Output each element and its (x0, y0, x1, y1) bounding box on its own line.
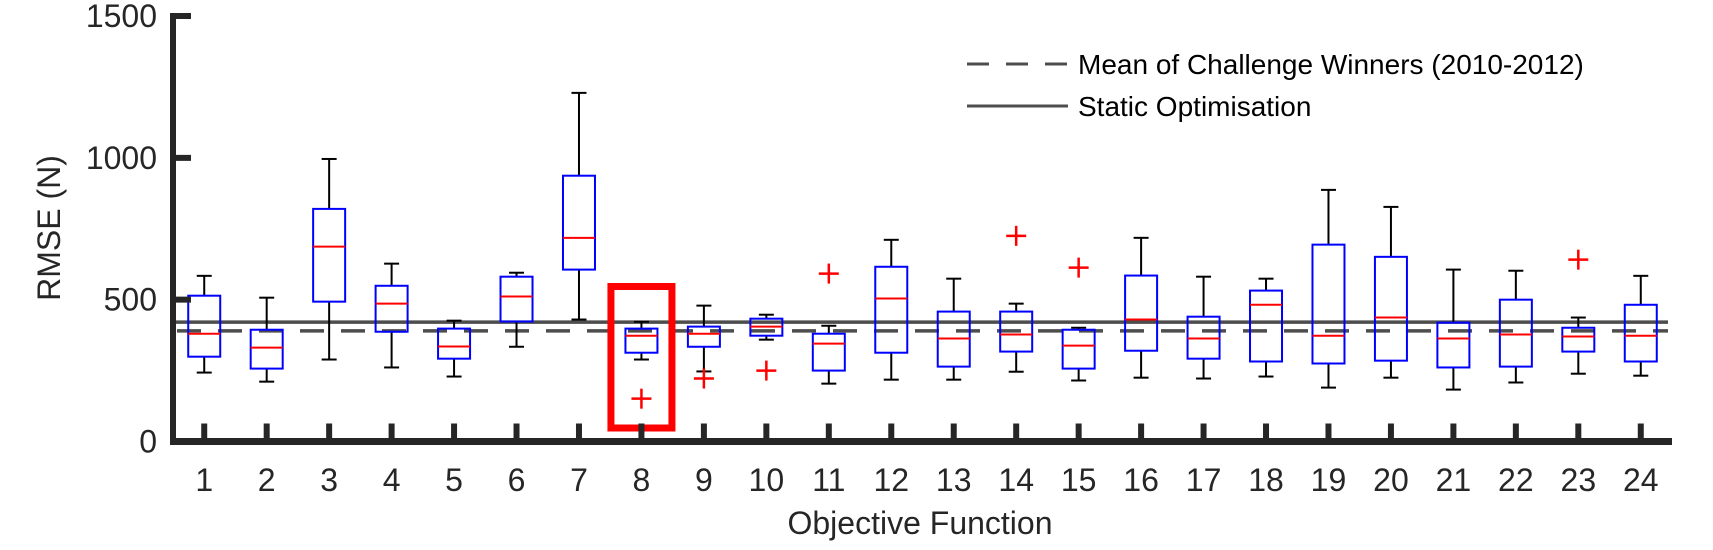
x-tick-label: 15 (1061, 462, 1097, 498)
box-15 (1061, 257, 1096, 382)
iqr-box (999, 310, 1034, 353)
x-tick-label: 12 (873, 462, 909, 498)
x-tick-label: 20 (1373, 462, 1409, 498)
box-3 (312, 157, 347, 361)
x-tick-label: 11 (812, 462, 845, 498)
outlier-marker (756, 360, 777, 381)
box-17 (1186, 275, 1221, 380)
outlier-marker (1068, 257, 1089, 278)
x-tick-label: 4 (383, 462, 401, 498)
box-19 (1311, 188, 1346, 389)
iqr-box (1124, 274, 1159, 352)
box-9 (686, 304, 721, 389)
box-13 (936, 277, 971, 381)
iqr-box (1561, 326, 1596, 353)
x-tick-label: 18 (1248, 462, 1284, 498)
x-tick-label: 8 (633, 462, 651, 498)
x-tick-label: 10 (749, 462, 785, 498)
y-tick-label: 1500 (86, 0, 157, 34)
x-tick-label: 13 (936, 462, 972, 498)
box-20 (1373, 205, 1408, 379)
iqr-box (1061, 328, 1096, 370)
iqr-box (811, 332, 846, 372)
outlier-marker (693, 368, 714, 389)
iqr-box (1373, 255, 1408, 362)
x-tick-label: 23 (1561, 462, 1597, 498)
x-tick-label: 17 (1186, 462, 1222, 498)
iqr-box (561, 174, 596, 271)
iqr-box (312, 207, 347, 303)
box-23 (1561, 249, 1596, 375)
x-axis-label: Objective Function (787, 505, 1052, 541)
reference-lines (173, 320, 1668, 333)
iqr-box (1498, 298, 1533, 368)
x-tick-label: 16 (1123, 462, 1159, 498)
outlier-marker (631, 388, 652, 409)
box-21 (1436, 268, 1471, 391)
iqr-box (1249, 289, 1284, 363)
box-14 (999, 225, 1034, 373)
legend: Mean of Challenge Winners (2010-2012) St… (967, 49, 1584, 122)
x-tick-labels: 1 2 3 4 5 6 7 8 9 10 11 12 13 14 15 16 17 18 19 20 21 22 23 24 (195, 462, 1658, 498)
boxes (187, 91, 1658, 409)
x-tick-label: 7 (570, 462, 588, 498)
x-tick-label: 9 (695, 462, 713, 498)
box-24 (1623, 274, 1658, 377)
x-tick-label: 22 (1498, 462, 1534, 498)
iqr-box (374, 284, 409, 333)
box-10 (749, 313, 784, 381)
y-axis-label: RMSE (N) (31, 155, 67, 301)
box-12 (874, 238, 909, 381)
box-1 (187, 274, 222, 374)
outlier-marker (1568, 249, 1589, 270)
legend-label-static-optimisation: Static Optimisation (1078, 91, 1311, 122)
outlier-marker (1006, 225, 1027, 246)
x-tick-label: 3 (320, 462, 338, 498)
x-tick-label: 24 (1623, 462, 1659, 498)
x-tick-label: 2 (258, 462, 276, 498)
iqr-box (1623, 303, 1658, 363)
iqr-box (1436, 321, 1471, 369)
box-5 (437, 319, 472, 378)
y-tick-label: 0 (139, 424, 157, 460)
axes (170, 13, 1672, 445)
iqr-box (437, 327, 472, 360)
box-8 (624, 320, 659, 409)
x-tick-label: 14 (998, 462, 1034, 498)
iqr-box (686, 325, 721, 348)
iqr-box (1311, 243, 1346, 365)
box-18 (1249, 277, 1284, 378)
iqr-box (187, 294, 222, 358)
x-tick-label: 6 (508, 462, 526, 498)
x-tick-label: 21 (1436, 462, 1472, 498)
y-tick-label: 1000 (86, 140, 157, 176)
iqr-box (874, 265, 909, 354)
iqr-box (624, 327, 659, 354)
legend-label-challenge-winners: Mean of Challenge Winners (2010-2012) (1078, 49, 1584, 80)
box-2 (249, 296, 284, 383)
x-tick-label: 1 (195, 462, 213, 498)
x-tick-label: 19 (1311, 462, 1347, 498)
box-22 (1498, 269, 1533, 384)
box-16 (1124, 236, 1159, 379)
box-7 (561, 91, 596, 321)
y-tick-labels: 0 500 1000 1500 (86, 0, 157, 460)
box-11 (811, 263, 846, 385)
outlier-marker (818, 263, 839, 284)
iqr-box (249, 328, 284, 370)
y-tick-label: 500 (104, 282, 157, 318)
x-tick-label: 5 (445, 462, 463, 498)
iqr-box (499, 275, 534, 323)
box-6 (499, 271, 534, 348)
box-4 (374, 262, 409, 369)
